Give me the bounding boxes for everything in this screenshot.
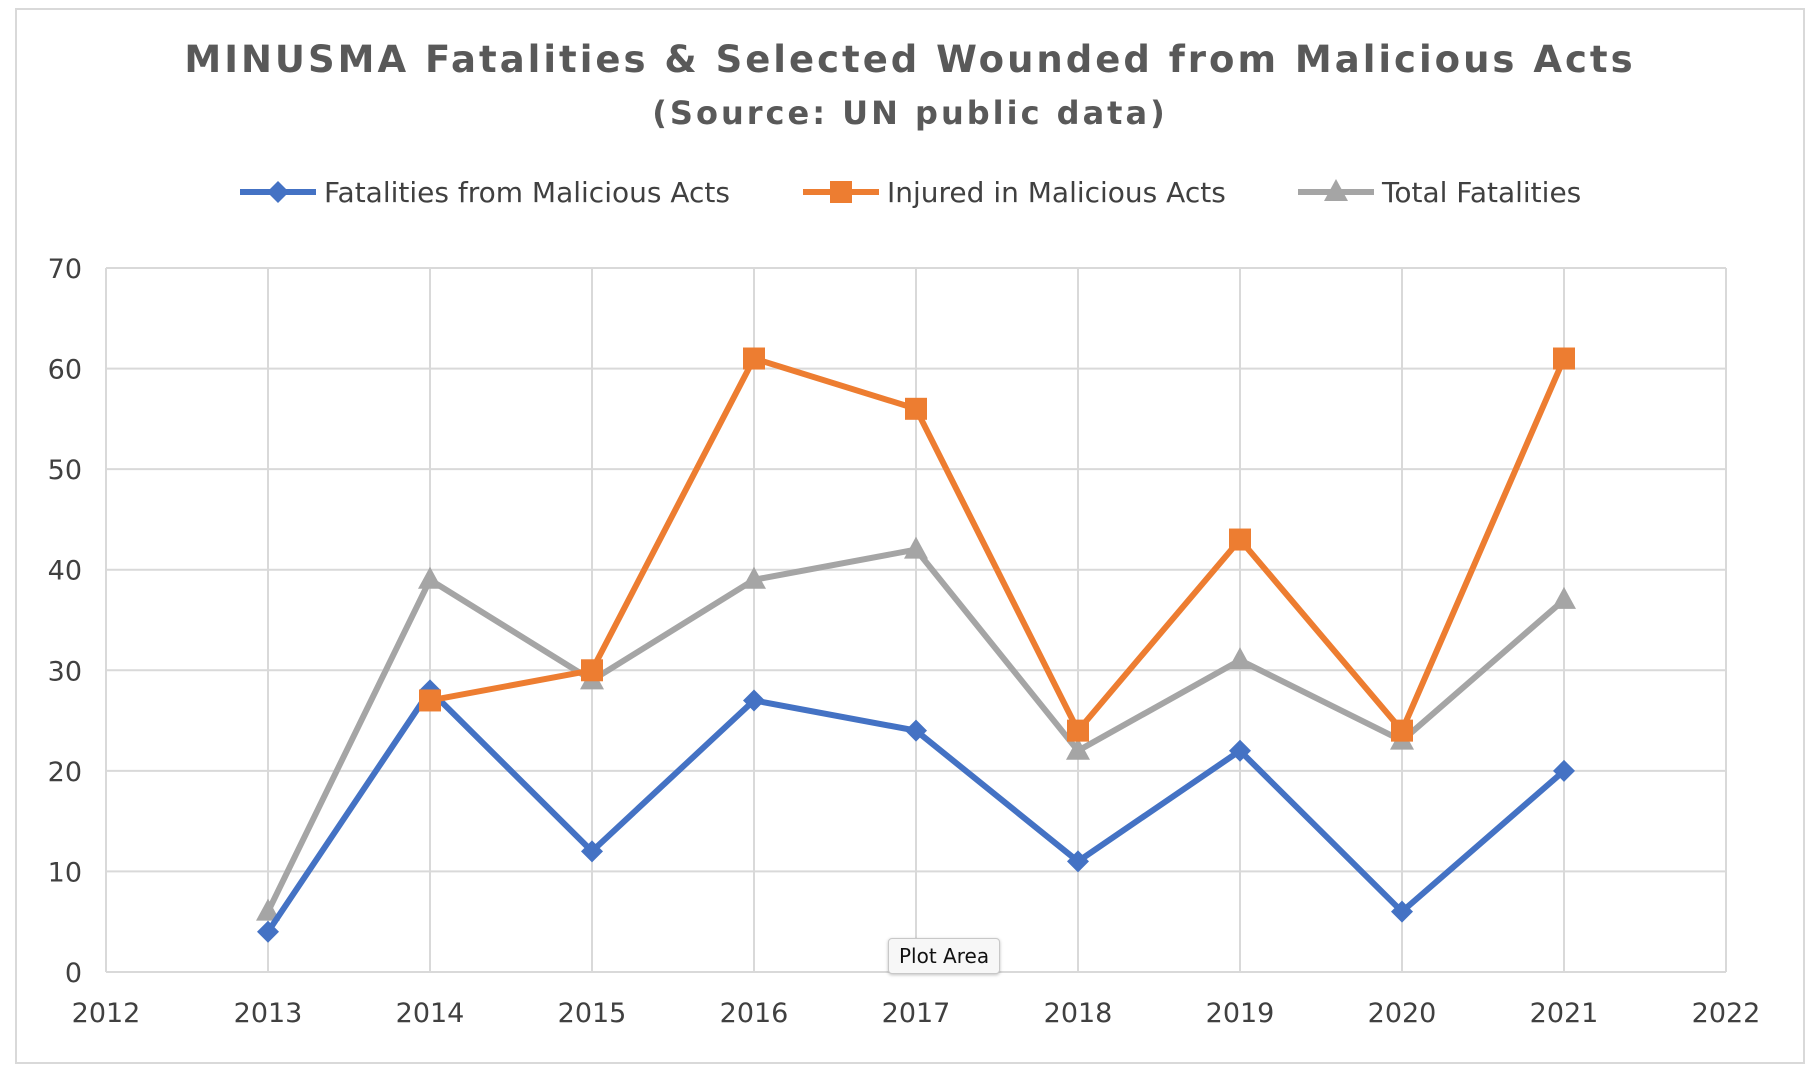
chart-title: MINUSMA Fatalities & Selected Wounded fr… — [184, 38, 1635, 81]
legend-item: Injured in Malicious Acts — [803, 176, 1226, 209]
data-point — [1229, 528, 1251, 551]
x-tick-label: 2017 — [882, 998, 951, 1029]
data-point — [742, 566, 766, 589]
data-point — [905, 397, 927, 420]
y-tick-label: 20 — [48, 757, 82, 788]
legend-item: Total Fatalities — [1298, 176, 1581, 209]
legend-marker — [267, 181, 289, 203]
series-0 — [257, 679, 1575, 943]
data-point — [1066, 737, 1090, 760]
y-tick-label: 40 — [48, 556, 82, 587]
data-point — [1552, 586, 1576, 609]
legend-marker — [830, 181, 852, 203]
x-tick-label: 2019 — [1206, 998, 1275, 1029]
data-point — [581, 659, 603, 682]
data-point — [1228, 647, 1252, 670]
data-point — [1553, 759, 1575, 782]
data-point — [581, 840, 603, 863]
data-point — [419, 689, 441, 712]
y-tick-label: 30 — [48, 656, 82, 687]
data-point — [1067, 719, 1089, 742]
x-tick-label: 2016 — [720, 998, 789, 1029]
x-tick-label: 2013 — [234, 998, 303, 1029]
y-tick-label: 70 — [48, 254, 82, 285]
chart-frame — [15, 8, 1805, 1064]
data-point — [905, 719, 927, 742]
y-tick-label: 10 — [48, 857, 82, 888]
legend-item: Fatalities from Malicious Acts — [240, 176, 730, 209]
legend-label: Injured in Malicious Acts — [887, 176, 1226, 209]
plot-area-tooltip: Plot Area — [888, 938, 1001, 974]
series-1 — [419, 347, 1575, 742]
x-tick-label: 2015 — [558, 998, 627, 1029]
chart-subtitle: (Source: UN public data) — [652, 94, 1167, 132]
legend-label: Fatalities from Malicious Acts — [324, 176, 730, 209]
data-point — [256, 898, 280, 921]
y-tick-label: 60 — [48, 355, 82, 386]
legend-marker — [1324, 179, 1348, 201]
y-tick-label: 0 — [65, 958, 82, 989]
x-tick-label: 2020 — [1368, 998, 1437, 1029]
legend-label: Total Fatalities — [1381, 176, 1581, 209]
data-point — [418, 566, 442, 589]
x-tick-label: 2014 — [396, 998, 465, 1029]
data-point — [1391, 900, 1413, 923]
series-layer — [256, 347, 1576, 943]
axes: 0 10 20 30 40 50 60 70 2012 2013 2014 2015 2016 2017 2… — [48, 254, 1761, 1029]
data-point — [904, 536, 928, 559]
x-tick-label: 2012 — [72, 998, 141, 1029]
series-line — [427, 355, 1567, 734]
data-point — [1391, 719, 1413, 742]
data-point — [743, 689, 765, 712]
data-point — [257, 920, 279, 943]
y-tick-label: 50 — [48, 455, 82, 486]
x-tick-label: 2021 — [1530, 998, 1599, 1029]
x-tick-label: 2018 — [1044, 998, 1113, 1029]
x-tick-label: 2022 — [1692, 998, 1761, 1029]
legend: Fatalities from Malicious Acts Injured in… — [240, 176, 1581, 209]
data-point — [1229, 739, 1251, 762]
data-point — [1553, 347, 1575, 370]
data-point — [743, 347, 765, 370]
data-point — [1067, 850, 1089, 873]
gridlines — [105, 267, 1727, 973]
